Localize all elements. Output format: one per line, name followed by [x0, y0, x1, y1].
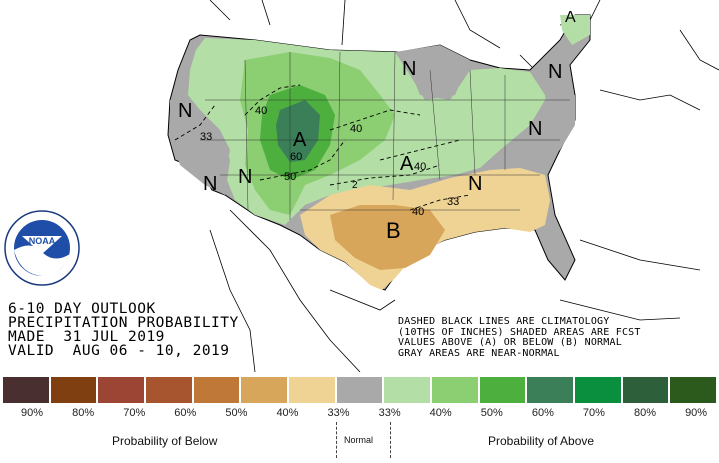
legend-swatch [240, 376, 289, 404]
climatology-contours [174, 84, 471, 211]
legend-percent-label: 90% [21, 407, 44, 419]
legend-percent-label: 50% [480, 407, 503, 419]
legend-color-bar [2, 376, 718, 404]
southwest-normal-region [170, 100, 230, 195]
legend-swatch [621, 376, 670, 404]
legend-percent-label: 70% [123, 407, 146, 419]
contour-50: 50 [284, 171, 296, 183]
title-block: 6-10 DAY OUTLOOK PRECIPITATION PROBABILI… [8, 301, 239, 359]
legend-normal-caption: Normal [344, 435, 374, 445]
legend-percent-label: 40% [276, 407, 299, 419]
contour-33-south: 33 [447, 196, 459, 208]
legend-swatch [526, 376, 575, 404]
contour-2: 2 [352, 180, 358, 191]
legend-percent-label: 60% [531, 407, 554, 419]
label-n-southeast: N [468, 173, 482, 195]
noaa-logo-text: NOAA [29, 236, 56, 246]
legend-percent-label: 33% [378, 407, 401, 419]
legend-divider-left [336, 422, 337, 458]
us-precipitation-map: NOAA A A B N N N N N N N A 33 40 60 50 4… [4, 0, 719, 372]
contour-40-plains: 40 [350, 123, 362, 135]
title-line-2: PRECIPITATION PROBABILITY [8, 315, 239, 331]
state-boundaries [200, 51, 570, 220]
notes-line-4: GRAY AREAS ARE NEAR-NORMAL [398, 347, 560, 359]
notes-block: DASHED BLACK LINES ARE CLIMATOLOGY (10TH… [398, 316, 641, 359]
below-40-region [330, 205, 445, 270]
legend-percent-label: 80% [72, 407, 95, 419]
legend-percent-label: 40% [429, 407, 452, 419]
title-line-3: MADE 31 JUL 2019 [8, 329, 165, 345]
notes-line-1: DASHED BLACK LINES ARE CLIMATOLOGY [398, 316, 610, 327]
title-line-4: VALID AUG 06 - 10, 2019 [8, 343, 230, 359]
legend-percent-labels: 90% 80% 70% 60% 50% 40% 33% 33% 40% 50% 60% 70% 80% 9… [2, 407, 717, 421]
legend-swatch [383, 376, 432, 404]
label-n-southwest: N [203, 173, 217, 195]
legend-swatch [97, 376, 146, 404]
dakota-normal-region [395, 45, 470, 100]
legend-swatch [574, 376, 622, 404]
legend-swatch [49, 376, 98, 404]
legend-swatch [288, 376, 336, 404]
contour-40-west: 40 [255, 105, 267, 117]
legend-percent-label: 33% [327, 407, 350, 419]
contour-60: 60 [290, 151, 302, 163]
legend-percent-label: 50% [225, 407, 248, 419]
northeast-normal-region [480, 95, 575, 170]
above-60-region [276, 100, 320, 162]
legend-swatch [669, 376, 718, 404]
legend-percent-label: 60% [174, 407, 197, 419]
legend-swatch [145, 376, 193, 404]
label-a-maine: A [565, 9, 576, 26]
label-n-north: N [402, 58, 416, 80]
legend-swatch [192, 376, 241, 404]
label-a-central: A [400, 153, 414, 175]
legend-percent-label: 70% [582, 407, 605, 419]
title-line-1: 6-10 DAY OUTLOOK [8, 301, 156, 317]
label-a-west: A [293, 129, 307, 151]
legend-swatch [2, 376, 50, 404]
label-n-northeast: N [528, 118, 542, 140]
legend-swatch [335, 376, 384, 404]
maine-above-region [560, 15, 590, 45]
legend-below-caption: Probability of Below [112, 434, 218, 448]
legend-swatch [431, 376, 479, 404]
contour-40-midwest: 40 [414, 161, 426, 173]
label-n-northwest: N [178, 100, 192, 122]
border-lines [209, 0, 719, 372]
label-b-south: B [386, 218, 401, 243]
legend-percent-label: 80% [633, 407, 657, 419]
legend-percent-label: 90% [685, 407, 708, 419]
legend-above-caption: Probability of Above [488, 434, 595, 448]
label-n-sw2: N [238, 166, 252, 188]
notes-line-3: VALUES ABOVE (A) OR BELOW (B) NORMAL [398, 337, 622, 348]
label-n-ne-far: N [548, 61, 562, 83]
notes-line-2: (10THS OF INCHES) SHADED AREAS ARE FCST [398, 326, 641, 338]
noaa-logo: NOAA [4, 210, 80, 286]
contour-40-south: 40 [412, 206, 424, 218]
legend-swatch [478, 376, 527, 404]
legend-divider-right [390, 422, 391, 458]
contour-33-west: 33 [200, 131, 212, 143]
